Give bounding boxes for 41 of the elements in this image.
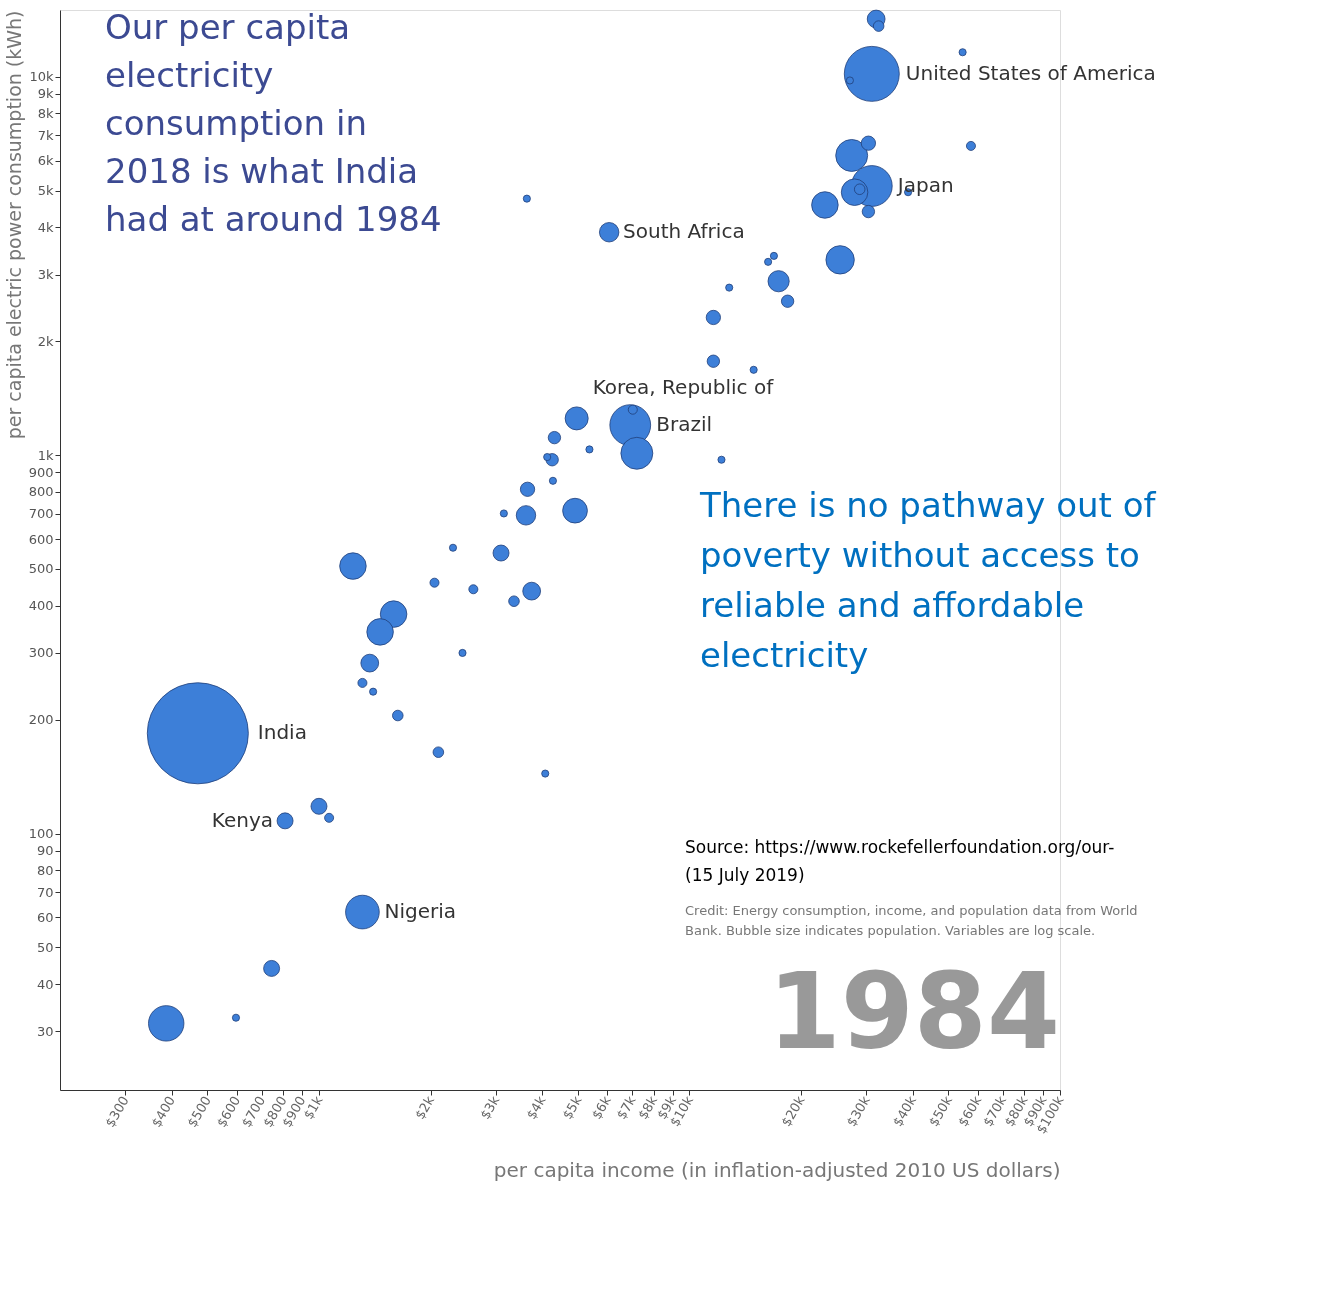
y-tick-label: 10k xyxy=(29,69,54,85)
annotation: Korea, Republic of xyxy=(592,375,775,400)
annotation: There is no pathway out of poverty without access to reliable and affordable electricity xyxy=(699,485,1157,675)
annotation: Kenya xyxy=(211,807,274,832)
annotation: South Africa xyxy=(623,219,745,244)
y-axis-title: per capita electric power consumption (kWh) xyxy=(2,10,25,440)
y-tick-label: 9k xyxy=(37,86,54,102)
text: Our per capita electricity consumption in 2018 is what India had at around 1984 xyxy=(105,7,442,239)
y-tick-label: 80 xyxy=(36,862,54,878)
y-tick-label: 300 xyxy=(28,645,54,661)
annotation: Source: https://www.rockefellerfoundation.org/our- (15 July 2019) xyxy=(685,837,1115,885)
y-tick-label: 200 xyxy=(28,712,54,728)
y-tick-label: 600 xyxy=(28,531,54,547)
y-tick-label: 100 xyxy=(28,826,54,842)
y-tick-label: 700 xyxy=(28,506,54,522)
x-axis-title: per capita income (in inflation-adjusted 2010 US dollars) xyxy=(493,1158,1061,1183)
y-tick-label: 900 xyxy=(28,464,54,480)
y-tick-label: 30 xyxy=(36,1023,54,1039)
y-tick-label: 1k xyxy=(37,447,54,463)
y-tick-label: 7k xyxy=(37,127,54,143)
y-tick-label: 2k xyxy=(37,333,54,349)
annotation: Nigeria xyxy=(384,899,456,924)
annotation: United States of America xyxy=(905,60,1156,85)
y-tick-label: 60 xyxy=(36,909,54,925)
y-tick-label: 6k xyxy=(37,153,54,169)
y-tick-label: 50 xyxy=(36,939,54,955)
y-tick-label: 40 xyxy=(36,976,54,992)
annotation: 1984 xyxy=(767,951,1060,1073)
y-tick-label: 4k xyxy=(37,219,54,235)
y-tick-label: 800 xyxy=(28,484,54,500)
y-tick-label: 400 xyxy=(28,598,54,614)
annotation: Brazil xyxy=(656,412,713,437)
y-tick-label: 5k xyxy=(37,183,54,199)
y-tick-label: 3k xyxy=(37,267,54,283)
y-tick-label: 8k xyxy=(37,105,54,121)
y-tick-label: 90 xyxy=(36,843,54,859)
annotation: Japan xyxy=(895,173,954,198)
y-tick-label: 500 xyxy=(28,561,54,577)
y-tick-label: 70 xyxy=(36,884,54,900)
annotation: Credit: Energy consumption, income, and population data from World Bank. Bubble size indicates population. Variables are log scale. xyxy=(685,903,1138,938)
annotation: India xyxy=(257,720,307,745)
